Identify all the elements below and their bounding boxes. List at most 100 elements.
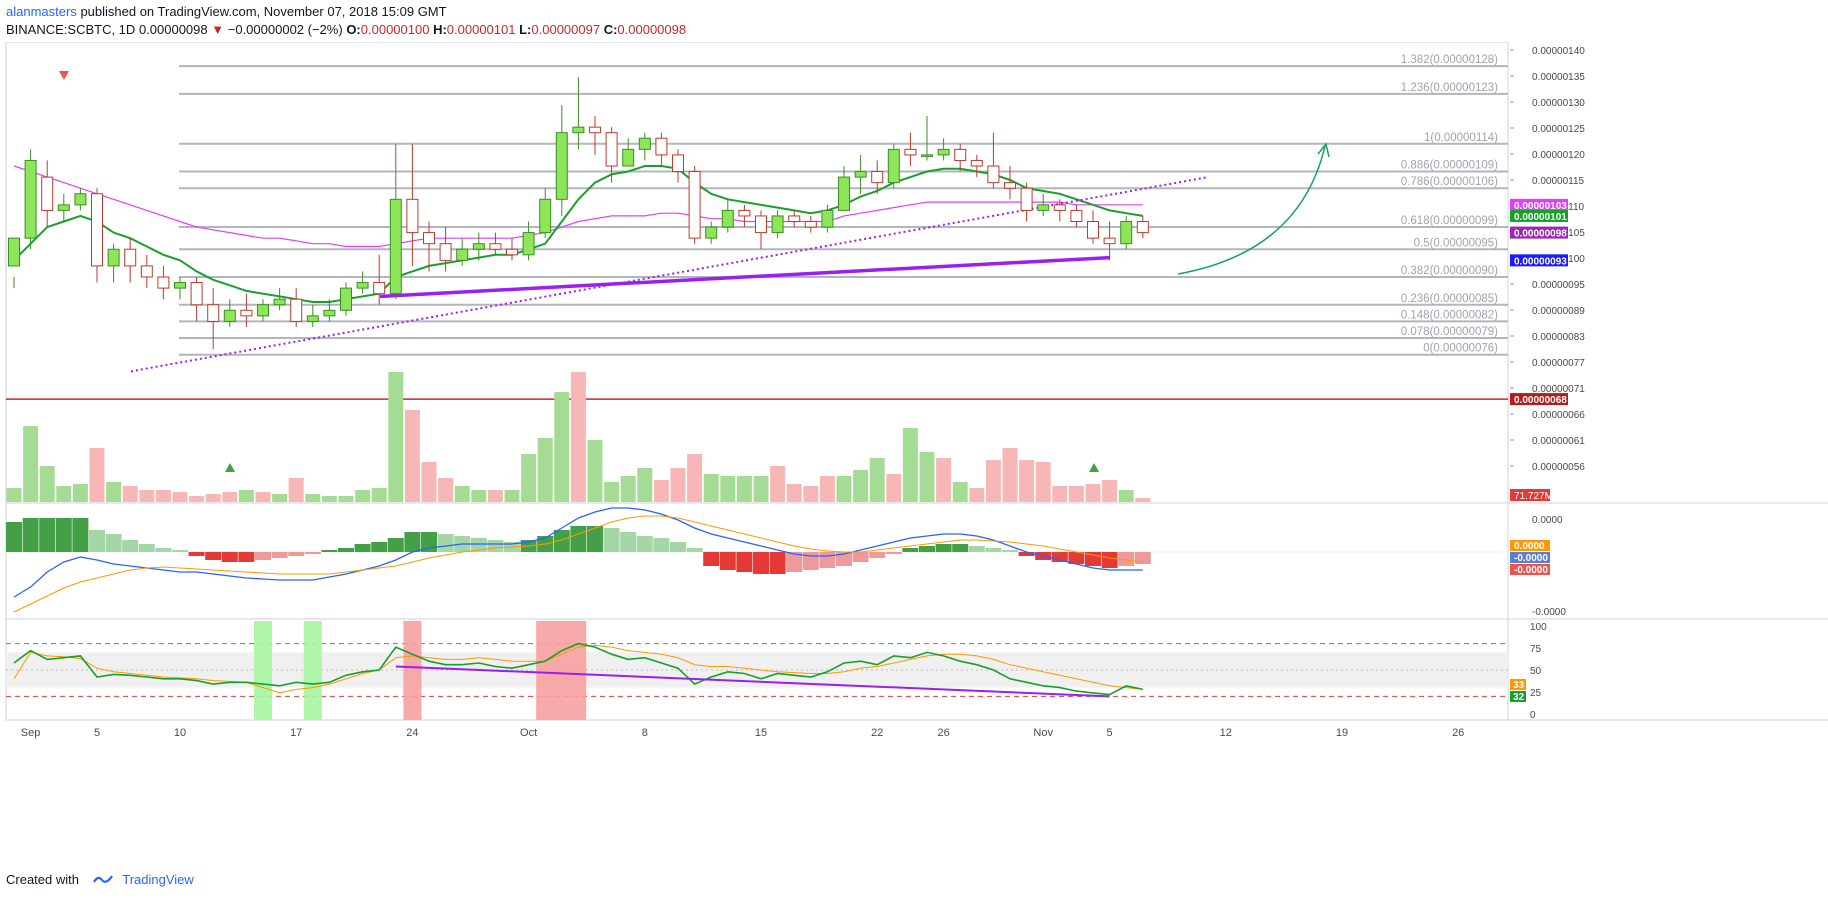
macd-histogram-bar xyxy=(404,532,421,552)
macd-histogram-bar xyxy=(570,526,587,552)
fib-level-label: 0.382(0.00000090) xyxy=(1401,265,1498,277)
candle-up xyxy=(306,315,319,322)
candle-down xyxy=(157,276,170,289)
candle-up xyxy=(472,243,485,250)
tradingview-brand[interactable]: TradingView xyxy=(122,872,194,887)
price-label-bg xyxy=(1510,226,1568,239)
volume-bar xyxy=(952,482,968,502)
macd-histogram-bar xyxy=(255,552,271,560)
macd-histogram-bar xyxy=(22,518,39,552)
candle-up xyxy=(323,309,336,317)
open-label: O: xyxy=(346,22,361,37)
candle-up xyxy=(356,282,369,289)
symbol-label[interactable]: BINANCE:SCBTC, 1D xyxy=(6,22,136,37)
macd-histogram-bar xyxy=(719,552,736,570)
macd-histogram-bar xyxy=(221,552,238,562)
volume-bar xyxy=(637,468,653,502)
rsi-divergence-line xyxy=(395,665,1110,698)
macd-histogram-bar xyxy=(753,552,769,574)
volume-bar xyxy=(205,494,221,502)
time-axis-tick: 15 xyxy=(755,727,767,739)
macd-histogram-bar xyxy=(304,552,321,554)
fib-level-label: 0.618(0.00000099) xyxy=(1401,215,1498,227)
candle-up xyxy=(539,198,552,234)
candle-up xyxy=(838,176,850,211)
volume-bar xyxy=(72,484,88,502)
volume-bar xyxy=(39,466,55,502)
macd-histogram-bar xyxy=(670,542,686,552)
candle-up xyxy=(1037,204,1050,211)
macd-histogram-bar xyxy=(885,552,902,554)
volume-bar xyxy=(56,486,72,502)
macd-histogram-bar xyxy=(553,530,570,552)
candle-up xyxy=(273,298,286,306)
volume-bar xyxy=(687,454,703,502)
macd-histogram-bar xyxy=(39,518,56,552)
time-axis-tick: Sep xyxy=(21,727,41,739)
volume-bar xyxy=(653,480,669,502)
ohlc-legend: BINANCE:SCBTC, 1D 0.00000098 ▼ −0.000000… xyxy=(6,22,686,37)
time-axis-tick: 17 xyxy=(290,727,302,739)
trading-chart[interactable]: 0.000001400.000001350.000001300.00000125… xyxy=(0,42,1828,870)
candle-down xyxy=(240,309,253,317)
price-axis-tick: 0.00000135 xyxy=(1532,72,1585,83)
last-price: 0.00000098 xyxy=(138,22,208,37)
sell-signal-icon xyxy=(59,71,69,80)
price-label: 0.00000101 xyxy=(1514,212,1567,223)
volume-bar xyxy=(869,458,885,502)
rsi-label-bg xyxy=(1510,690,1526,702)
volume-bar xyxy=(404,410,420,502)
candle-up xyxy=(107,248,120,267)
macd-histogram-bar xyxy=(354,544,371,552)
time-axis-tick: 10 xyxy=(174,727,186,739)
volume-bar xyxy=(421,462,437,502)
macd-histogram-bar xyxy=(437,534,454,552)
macd-histogram-bar xyxy=(952,544,969,552)
volume-bar xyxy=(321,496,337,502)
volume-bar xyxy=(537,438,553,502)
candle-down xyxy=(140,265,153,278)
macd-histogram-bar xyxy=(736,552,753,572)
candle-down xyxy=(738,209,751,217)
macd-histogram-bar xyxy=(1118,552,1135,566)
volume-bar xyxy=(919,452,935,502)
rsi-highlight-zone xyxy=(536,621,587,720)
candle-up xyxy=(721,209,734,228)
macd-label-bg xyxy=(1510,552,1550,563)
volume-bar xyxy=(902,428,918,502)
price-label: 0.00000103 xyxy=(1514,201,1567,212)
price-change: −0.00000002 (−2%) xyxy=(227,22,343,37)
candle-down xyxy=(406,198,419,234)
candle-up xyxy=(174,282,186,289)
macd-histogram-bar xyxy=(902,548,919,552)
rsi-label-bg xyxy=(1510,678,1526,690)
macd-histogram-bar xyxy=(138,544,155,552)
time-axis-tick: Nov xyxy=(1033,727,1053,739)
volume-bar xyxy=(587,440,603,502)
volume-bar xyxy=(853,470,869,502)
volume-bar xyxy=(521,454,537,502)
candle-up xyxy=(887,148,900,184)
price-axis-tick: 0.00000077 xyxy=(1532,358,1585,369)
author-link[interactable]: alanmasters xyxy=(6,4,77,19)
price-axis-tick: 0.00000083 xyxy=(1532,332,1585,343)
fib-level-label: 1.382(0.00000128) xyxy=(1401,54,1498,66)
macd-histogram-bar xyxy=(338,548,354,552)
price-axis-tick: 0.00000120 xyxy=(1532,150,1585,161)
candle-up xyxy=(937,148,950,156)
open-value: 0.00000100 xyxy=(360,22,430,37)
macd-histogram-bar xyxy=(271,552,288,558)
price-label: 0.00000098 xyxy=(1514,229,1567,240)
macd-histogram-bar xyxy=(836,552,852,566)
volume-bar xyxy=(388,372,404,502)
candle-down xyxy=(672,154,684,173)
rsi-axis-tick: 100 xyxy=(1530,622,1547,633)
candle-up xyxy=(555,132,568,200)
high-label: H: xyxy=(433,22,447,37)
macd-histogram-bar xyxy=(72,518,89,552)
candle-down xyxy=(1070,209,1083,222)
created-with-text: Created with xyxy=(6,872,79,887)
volume-bar xyxy=(189,496,205,502)
macd-histogram-bar xyxy=(172,550,188,552)
macd-histogram-bar xyxy=(122,540,139,552)
